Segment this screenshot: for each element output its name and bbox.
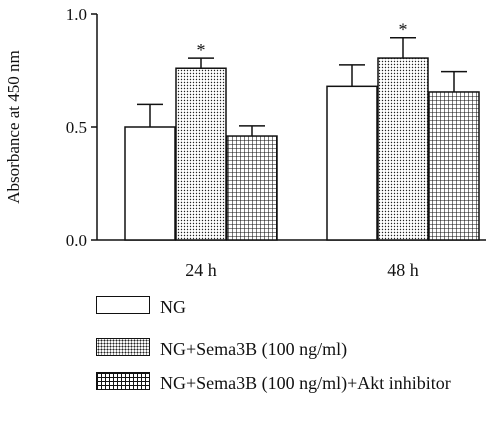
- significance-star: *: [399, 20, 408, 40]
- labels: 0.0 0.5 1.0 Absorbance at 450 nm 24 h 48 h * *: [4, 5, 419, 280]
- bar-1-0: [326, 85, 378, 241]
- bar-0-2: [226, 135, 278, 241]
- legend-swatch-ng: [96, 296, 150, 314]
- x-category-label: 24 h: [185, 260, 217, 280]
- y-tick-label: 0.5: [66, 118, 87, 137]
- legend-item-ng: NG: [96, 296, 460, 318]
- legend-label-sema3b: NG+Sema3B (100 ng/ml): [160, 339, 348, 359]
- legend-item-sema3b: NG+Sema3B (100 ng/ml): [96, 338, 460, 360]
- significance-star: *: [197, 40, 206, 60]
- x-category-label: 48 h: [387, 260, 419, 280]
- y-tick-label: 0.0: [66, 231, 87, 250]
- legend-swatch-sema3b: [96, 338, 150, 356]
- legend-item-akt: NG+Sema3B (100 ng/ml)+Akt inhibitor: [96, 372, 460, 394]
- bar-chart: 0.0 0.5 1.0 Absorbance at 450 nm 24 h 48 h * *: [4, 5, 486, 280]
- bar-0-0: [124, 126, 176, 241]
- legend-label-akt: NG+Sema3B (100 ng/ml)+Akt inhibitor: [160, 373, 451, 393]
- legend-label-ng: NG: [160, 297, 186, 317]
- bar-1-2: [428, 91, 480, 241]
- legend-swatch-akt: [96, 372, 150, 390]
- bar-0-1: [175, 67, 227, 241]
- bars: [124, 36, 480, 241]
- y-tick-label: 1.0: [66, 5, 87, 24]
- y-axis-title: Absorbance at 450 nm: [4, 50, 23, 203]
- bar-1-1: [377, 57, 429, 241]
